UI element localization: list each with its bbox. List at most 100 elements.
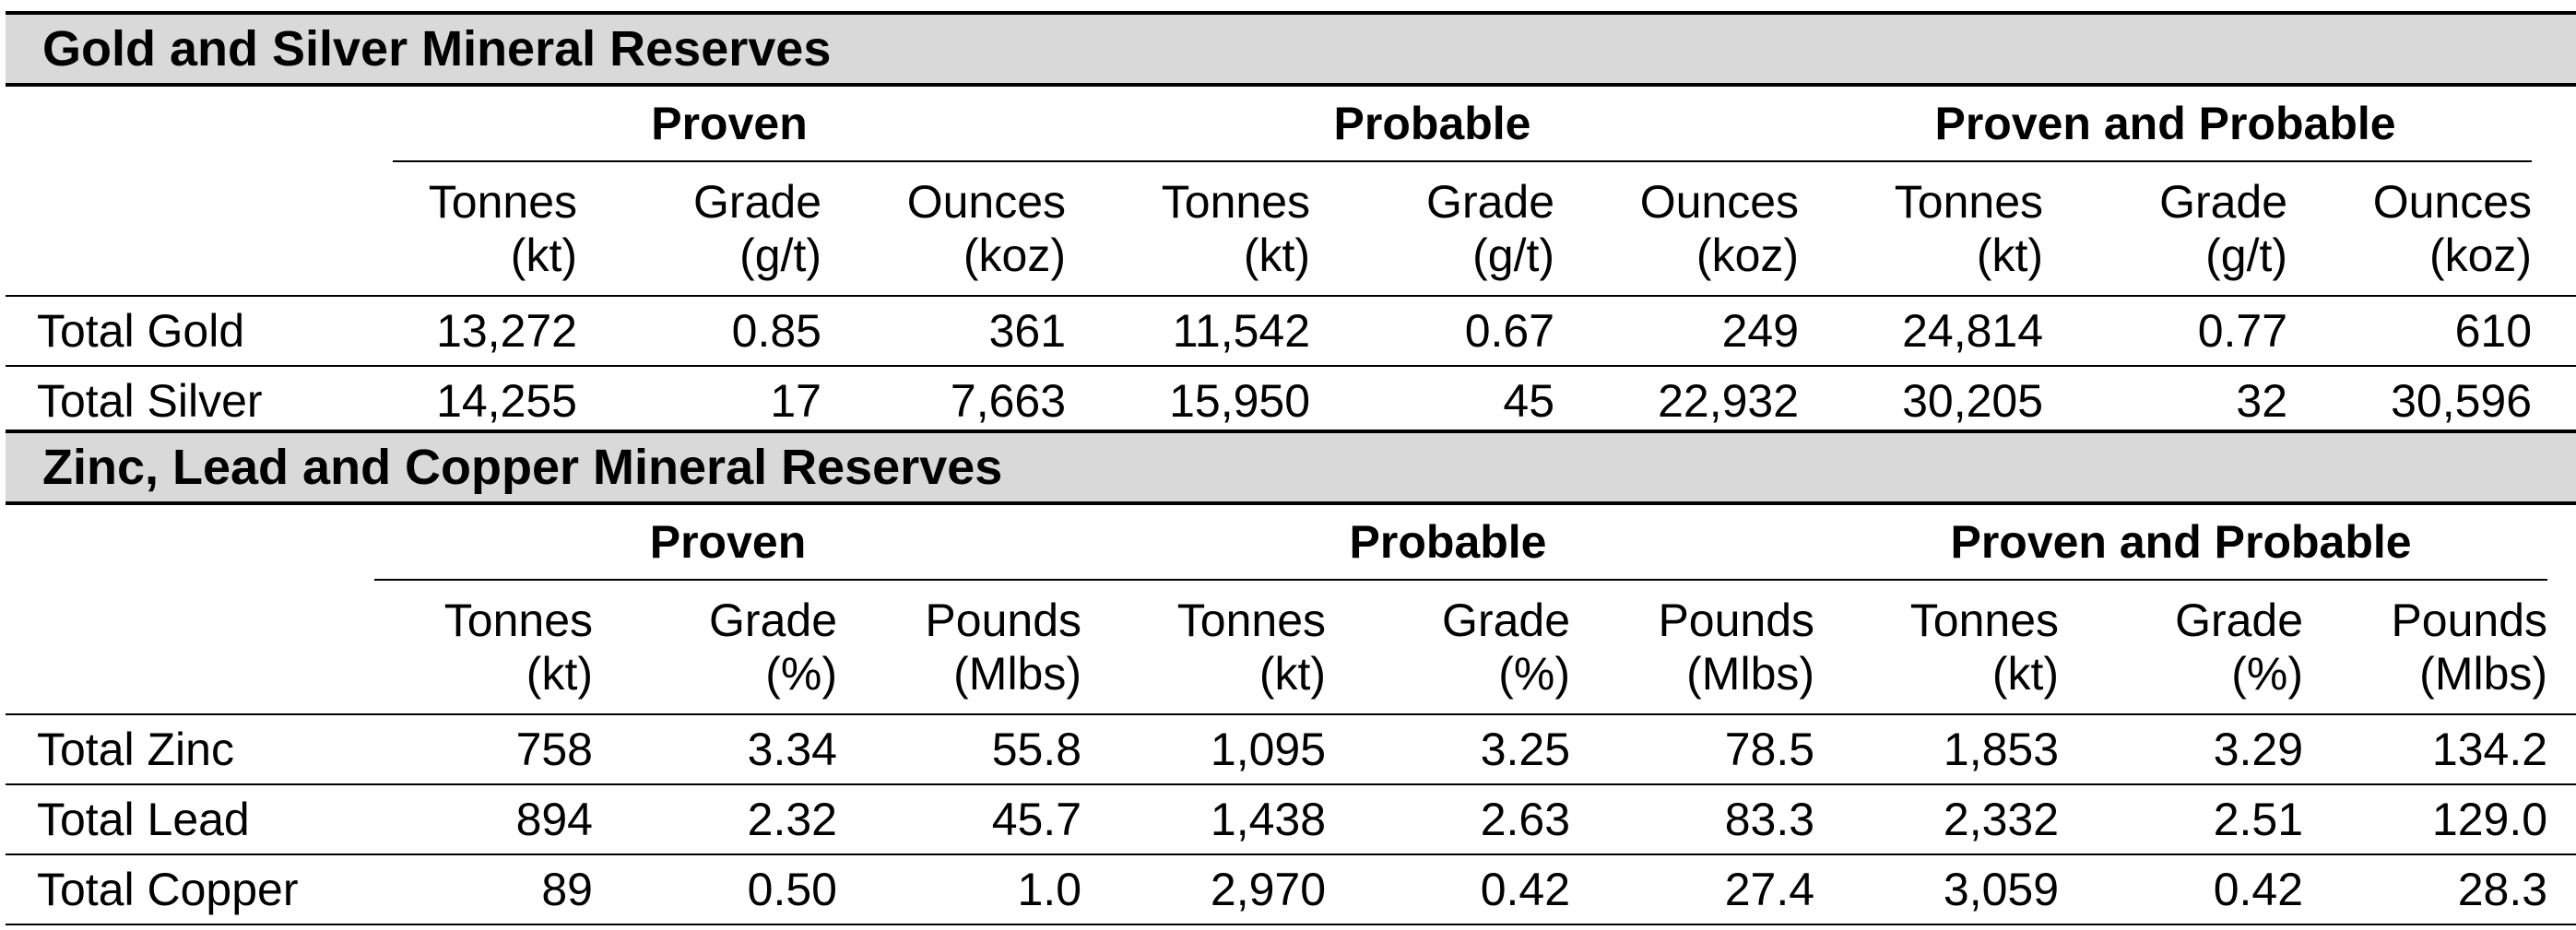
gold-silver-reserves-section: Gold and Silver Mineral Reserves Proven … (6, 11, 2576, 439)
zinc-lead-copper-table: Proven Probable Proven and Probable Tonn… (6, 505, 2576, 925)
group-header-proven: Proven (374, 505, 1082, 581)
group-header-proven: Proven (393, 87, 1067, 162)
col-header: Pounds (1658, 594, 1815, 646)
col-header: Pounds (2391, 594, 2548, 646)
cell: 758 (374, 714, 593, 785)
cell: 129.0 (2303, 784, 2548, 855)
col-header: Tonnes (443, 594, 593, 646)
col-header: Tonnes (428, 176, 577, 228)
cell: 17 (577, 366, 821, 439)
cell: 2,970 (1081, 854, 1327, 925)
table-row: Total Lead 894 2.32 45.7 1,438 2.63 83.3… (6, 784, 2576, 855)
col-header: Tonnes (1161, 176, 1311, 228)
col-unit: (kt) (1799, 229, 2044, 297)
col-header: Grade (693, 176, 821, 228)
col-unit: (Mlbs) (837, 647, 1082, 715)
col-header: Ounces (1639, 176, 1800, 228)
col-header: Pounds (925, 594, 1082, 646)
cell: 32 (2043, 366, 2288, 439)
cell: 89 (374, 854, 593, 925)
row-label: Total Lead (6, 784, 374, 855)
cell: 0.42 (2059, 854, 2304, 925)
col-header: Tonnes (1894, 176, 2044, 228)
cell: 83.3 (1570, 784, 1815, 855)
col-unit: (%) (2059, 647, 2304, 715)
cell: 0.50 (593, 854, 837, 925)
cell: 134.2 (2303, 714, 2548, 785)
col-unit: (%) (1326, 647, 1571, 715)
cell: 1,438 (1081, 784, 1327, 855)
cell: 3.34 (593, 714, 837, 785)
col-unit: (koz) (2287, 229, 2533, 297)
col-header: Grade (1426, 176, 1555, 228)
row-label: Total Zinc (6, 714, 374, 785)
col-header: Grade (2175, 594, 2304, 646)
cell: 1.0 (837, 854, 1082, 925)
cell: 45.7 (837, 784, 1082, 855)
cell: 28.3 (2303, 854, 2548, 925)
table-row: Total Copper 89 0.50 1.0 2,970 0.42 27.4… (6, 854, 2576, 925)
col-unit: (kt) (1081, 647, 1327, 715)
cell: 610 (2287, 296, 2533, 367)
cell: 30,596 (2287, 366, 2533, 439)
cell: 894 (374, 784, 593, 855)
group-header-probable: Probable (1081, 505, 1815, 581)
col-unit: (g/t) (577, 229, 821, 297)
cell: 3,059 (1814, 854, 2060, 925)
cell: 55.8 (837, 714, 1082, 785)
col-header: Grade (709, 594, 837, 646)
col-header: Tonnes (1176, 594, 1327, 646)
col-header: Grade (1442, 594, 1571, 646)
cell: 3.29 (2059, 714, 2304, 785)
cell: 2.32 (593, 784, 837, 855)
cell: 2.51 (2059, 784, 2304, 855)
cell: 2.63 (1326, 784, 1571, 855)
col-unit: (%) (593, 647, 837, 715)
col-unit: (kt) (1066, 229, 1311, 297)
section-title: Zinc, Lead and Copper Mineral Reserves (6, 430, 2576, 505)
cell: 11,542 (1066, 296, 1311, 367)
col-unit: (g/t) (2043, 229, 2288, 297)
cell: 22,932 (1554, 366, 1800, 439)
row-label: Total Silver (6, 366, 393, 439)
cell: 2,332 (1814, 784, 2060, 855)
group-header-probable: Probable (1066, 87, 1800, 162)
cell: 1,853 (1814, 714, 2060, 785)
col-unit: (kt) (1814, 647, 2060, 715)
cell: 361 (821, 296, 1067, 367)
zinc-lead-copper-reserves-section: Zinc, Lead and Copper Mineral Reserves P… (6, 430, 2576, 925)
cell: 24,814 (1799, 296, 2044, 367)
cell: 13,272 (393, 296, 577, 367)
cell: 1,095 (1081, 714, 1327, 785)
cell: 0.77 (2043, 296, 2288, 367)
cell: 3.25 (1326, 714, 1571, 785)
table-row: Total Silver 14,255 17 7,663 15,950 45 2… (6, 366, 2576, 439)
row-label: Total Copper (6, 854, 374, 925)
cell: 0.67 (1310, 296, 1555, 367)
col-unit: (kt) (393, 229, 577, 297)
table-row: Total Zinc 758 3.34 55.8 1,095 3.25 78.5… (6, 714, 2576, 785)
col-header: Ounces (2372, 176, 2533, 228)
section-title: Gold and Silver Mineral Reserves (6, 11, 2576, 87)
col-unit: (Mlbs) (1570, 647, 1815, 715)
col-header: Tonnes (1909, 594, 2060, 646)
table-row: Total Gold 13,272 0.85 361 11,542 0.67 2… (6, 296, 2576, 367)
cell: 14,255 (393, 366, 577, 439)
group-header-proven-probable: Proven and Probable (1799, 87, 2533, 162)
gold-silver-table: Proven Probable Proven and Probable Tonn… (6, 87, 2576, 439)
cell: 0.42 (1326, 854, 1571, 925)
col-unit: (koz) (821, 229, 1067, 297)
col-header: Grade (2159, 176, 2288, 228)
col-unit: (kt) (374, 647, 593, 715)
cell: 27.4 (1570, 854, 1815, 925)
group-header-proven-probable: Proven and Probable (1814, 505, 2548, 581)
col-unit: (Mlbs) (2303, 647, 2548, 715)
cell: 30,205 (1799, 366, 2044, 439)
cell: 45 (1310, 366, 1555, 439)
col-unit: (g/t) (1310, 229, 1555, 297)
col-header: Ounces (906, 176, 1067, 228)
cell: 15,950 (1066, 366, 1311, 439)
cell: 78.5 (1570, 714, 1815, 785)
cell: 249 (1554, 296, 1800, 367)
cell: 0.85 (577, 296, 821, 367)
